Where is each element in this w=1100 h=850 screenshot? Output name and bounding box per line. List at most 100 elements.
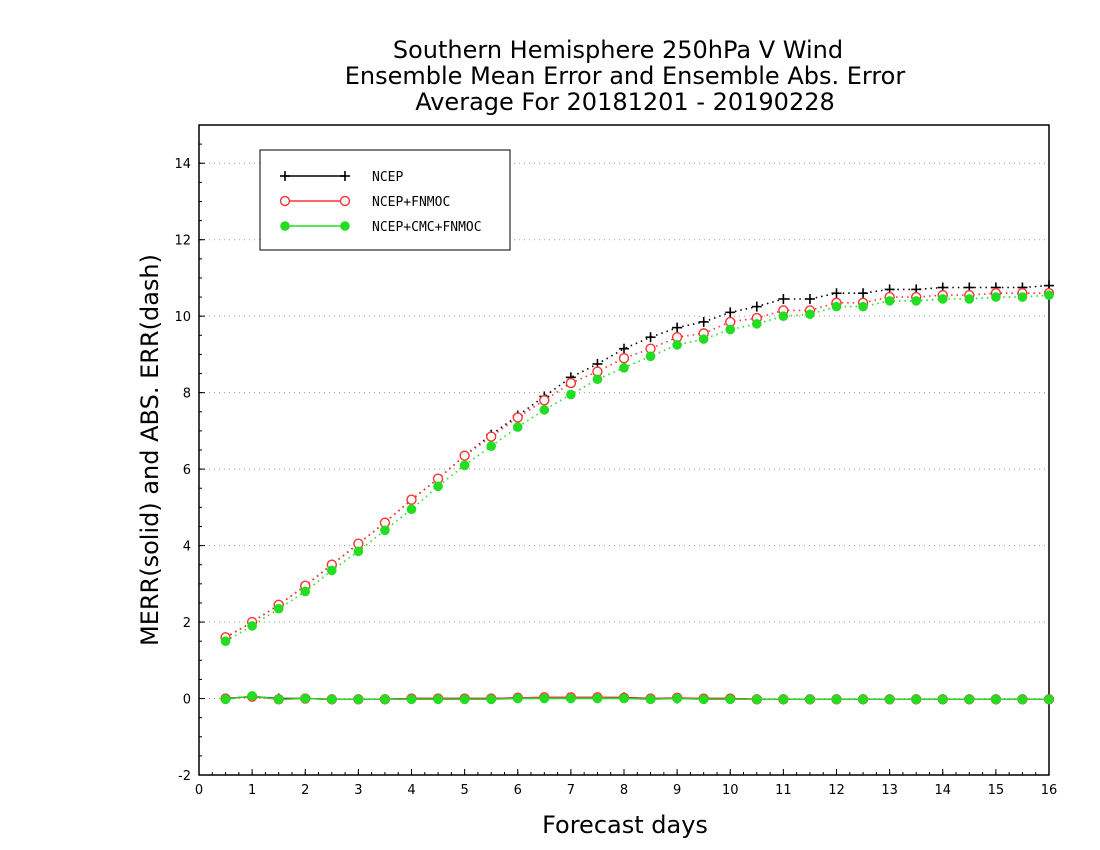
abs-err-point-ncep-fnmoc xyxy=(406,494,417,505)
legend-marker xyxy=(340,221,350,231)
abs-err-line-ncep-cmc-fnmoc xyxy=(225,294,1050,642)
abs-err-point-ncep-cmc-fnmoc xyxy=(592,374,603,385)
abs-err-point-ncep-cmc-fnmoc xyxy=(964,294,975,304)
abs-err-point-ncep-fnmoc xyxy=(459,450,470,461)
series-ncep xyxy=(220,280,1054,705)
y-axis-label: MERR(solid) and ABS. ERR(dash) xyxy=(136,254,164,646)
mean-err-point-ncep-cmc-fnmoc xyxy=(645,694,656,705)
mean-err-point-ncep-cmc-fnmoc xyxy=(858,694,868,705)
mean-err-point-ncep-cmc-fnmoc xyxy=(752,694,762,705)
x-tick-label: 4 xyxy=(407,783,415,798)
abs-err-point-ncep xyxy=(619,343,629,354)
abs-err-point-ncep-cmc-fnmoc xyxy=(672,340,682,350)
abs-err-point-ncep-cmc-fnmoc xyxy=(406,504,417,515)
mean-err-point-ncep-cmc-fnmoc xyxy=(619,693,629,704)
abs-err-point-ncep-cmc-fnmoc xyxy=(698,334,709,344)
mean-err-point-ncep-cmc-fnmoc xyxy=(512,693,523,704)
legend-label: NCEP+CMC+FNMOC xyxy=(372,220,482,235)
legend-item-ncep: NCEP xyxy=(280,170,403,185)
mean-err-point-ncep-cmc-fnmoc xyxy=(831,694,842,705)
abs-err-point-ncep-cmc-fnmoc xyxy=(858,301,868,312)
abs-err-point-ncep-fnmoc xyxy=(618,353,630,364)
abs-err-point-ncep-cmc-fnmoc xyxy=(273,603,284,614)
mean-err-point-ncep-cmc-fnmoc xyxy=(698,694,709,705)
mean-err-point-ncep-cmc-fnmoc xyxy=(406,694,417,705)
x-tick-label: 0 xyxy=(195,783,203,798)
y-tick-label: 10 xyxy=(174,310,191,325)
series-layer xyxy=(220,280,1055,705)
x-tick-label: 10 xyxy=(722,783,739,798)
series-ncep-cmc-fnmoc xyxy=(220,290,1054,705)
abs-err-point-ncep-cmc-fnmoc xyxy=(512,422,523,432)
mean-err-point-ncep-cmc-fnmoc xyxy=(884,694,895,705)
x-tick-label: 15 xyxy=(988,783,1005,798)
abs-err-point-ncep xyxy=(672,322,683,333)
grid-lines xyxy=(199,162,1049,776)
mean-err-point-ncep-cmc-fnmoc xyxy=(273,694,284,705)
abs-err-point-ncep-cmc-fnmoc xyxy=(911,296,921,306)
x-tick-label: 2 xyxy=(301,783,309,798)
legend-marker xyxy=(280,171,290,181)
abs-err-point-ncep-fnmoc xyxy=(485,431,497,442)
mean-err-point-ncep-cmc-fnmoc xyxy=(220,694,231,705)
abs-err-point-ncep-cmc-fnmoc xyxy=(459,460,470,471)
abs-err-point-ncep-cmc-fnmoc xyxy=(486,441,496,451)
mean-err-point-ncep-cmc-fnmoc xyxy=(353,694,364,705)
legend-marker xyxy=(280,221,290,231)
legend-marker xyxy=(340,171,350,181)
abs-err-point-ncep-cmc-fnmoc xyxy=(645,351,656,362)
mean-err-point-ncep-cmc-fnmoc xyxy=(778,694,789,705)
mean-err-point-ncep-cmc-fnmoc xyxy=(937,694,948,705)
mean-err-point-ncep-cmc-fnmoc xyxy=(725,694,736,705)
abs-err-point-ncep-cmc-fnmoc xyxy=(327,565,337,576)
title-line-1: Southern Hemisphere 250hPa V Wind xyxy=(393,36,843,64)
y-tick-label: 12 xyxy=(174,234,191,249)
legend-label: NCEP xyxy=(372,170,403,185)
abs-err-point-ncep-cmc-fnmoc xyxy=(831,301,842,312)
mean-err-point-ncep-cmc-fnmoc xyxy=(805,694,815,705)
mean-err-point-ncep-cmc-fnmoc xyxy=(1017,694,1028,705)
x-tick-label: 14 xyxy=(934,783,951,798)
y-tick-label: 6 xyxy=(183,463,191,478)
abs-err-line-ncep-fnmoc xyxy=(225,292,1049,639)
x-axis-label: Forecast days xyxy=(542,811,708,839)
y-tick-label: 8 xyxy=(183,387,191,402)
abs-err-point-ncep xyxy=(858,288,869,299)
x-tick-label: 16 xyxy=(1041,783,1058,798)
mean-err-point-ncep-cmc-fnmoc xyxy=(566,693,576,704)
abs-err-point-ncep xyxy=(831,288,842,299)
mean-err-point-ncep-cmc-fnmoc xyxy=(459,694,470,705)
abs-err-point-ncep-cmc-fnmoc xyxy=(247,621,257,631)
abs-err-point-ncep-fnmoc xyxy=(512,412,523,423)
abs-err-point-ncep-fnmoc xyxy=(565,377,577,389)
abs-err-point-ncep xyxy=(645,332,656,343)
mean-err-point-ncep-cmc-fnmoc xyxy=(300,693,311,704)
chart-title: Southern Hemisphere 250hPa V Wind Ensemb… xyxy=(345,36,906,116)
y-tick-label: 4 xyxy=(183,540,191,555)
abs-err-point-ncep-cmc-fnmoc xyxy=(752,319,762,329)
mean-err-point-ncep-cmc-fnmoc xyxy=(247,691,257,701)
x-tick-label: 12 xyxy=(828,783,845,798)
abs-err-point-ncep-cmc-fnmoc xyxy=(1017,292,1028,302)
y-tick-label: -2 xyxy=(178,769,191,784)
abs-err-point-ncep-cmc-fnmoc xyxy=(380,525,390,536)
abs-err-point-ncep-cmc-fnmoc xyxy=(805,309,815,320)
abs-err-point-ncep xyxy=(804,293,815,304)
abs-err-point-ncep-cmc-fnmoc xyxy=(1044,290,1054,300)
abs-err-point-ncep-cmc-fnmoc xyxy=(433,481,443,492)
x-tick-label: 1 xyxy=(248,783,256,798)
x-tick-label: 9 xyxy=(673,783,681,798)
y-tick-label: 14 xyxy=(174,157,191,172)
mean-err-point-ncep-cmc-fnmoc xyxy=(964,694,975,705)
mean-err-point-ncep-cmc-fnmoc xyxy=(327,694,337,705)
legend-item-ncep-fnmoc: NCEP+FNMOC xyxy=(279,195,450,210)
legend-marker xyxy=(279,195,291,207)
mean-err-point-ncep-cmc-fnmoc xyxy=(592,693,603,704)
x-tick-label: 7 xyxy=(567,783,575,798)
abs-err-point-ncep xyxy=(698,316,709,327)
mean-err-point-ncep-cmc-fnmoc xyxy=(539,693,550,704)
mean-err-point-ncep-cmc-fnmoc xyxy=(991,694,1001,705)
legend-box xyxy=(259,149,511,251)
